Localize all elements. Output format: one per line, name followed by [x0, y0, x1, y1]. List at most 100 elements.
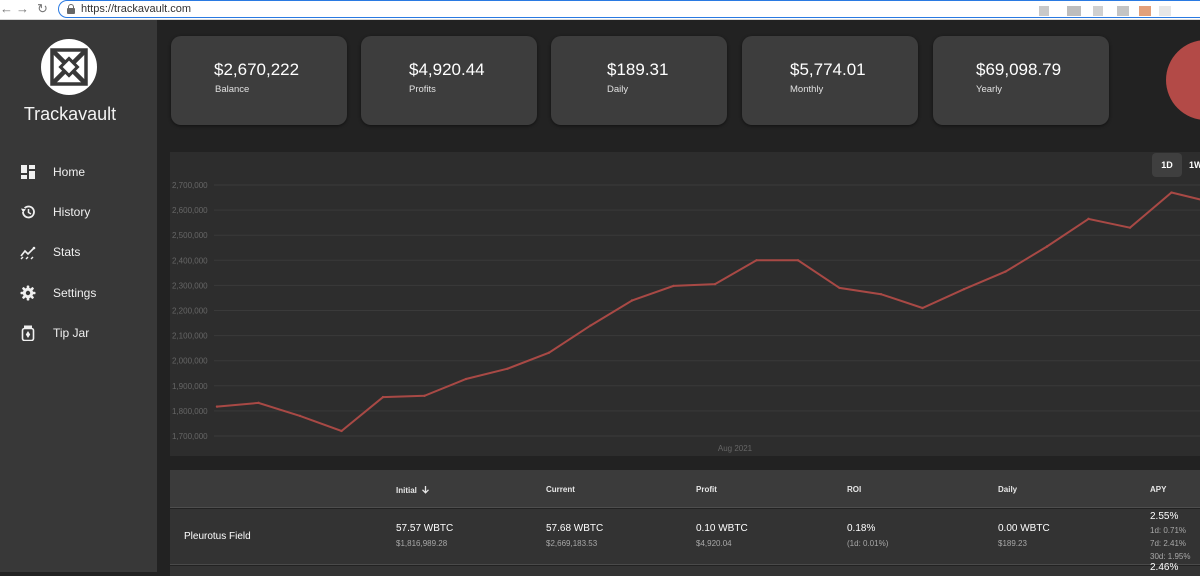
data-point	[298, 414, 302, 418]
y-tick-label: 2,000,000	[172, 357, 208, 366]
data-point	[921, 306, 924, 310]
card-label: Daily	[607, 84, 629, 95]
apy-value: 2.55%	[1150, 511, 1179, 522]
y-tick-label: 2,500,000	[172, 231, 208, 240]
sort-down-icon	[422, 486, 430, 494]
yearly-card: $69,098.79 Yearly	[933, 36, 1109, 125]
sidebar: Trackavault Home History Stats	[0, 20, 157, 572]
profile-avatar[interactable]	[1166, 40, 1200, 120]
card-label: Monthly	[790, 84, 824, 95]
extension-icon[interactable]	[1039, 6, 1049, 16]
sidebar-item-label: History	[53, 205, 91, 219]
data-point	[1004, 270, 1007, 273]
trackavault-logo-icon	[41, 39, 97, 95]
sidebar-item-label: Home	[53, 165, 86, 179]
data-point	[215, 405, 219, 408]
extension-icon[interactable]	[1139, 6, 1151, 16]
card-label: Profits	[409, 84, 436, 95]
table-row[interactable]: Pleurotus Field 57.57 WBTC $1,816,989.28…	[170, 509, 1200, 565]
chart-panel	[170, 152, 1200, 456]
vault-name: Pleurotus Field	[184, 531, 251, 542]
roi-value: 0.18%	[847, 523, 876, 534]
data-point	[1170, 191, 1173, 194]
sidebar-item-history[interactable]: History	[0, 197, 157, 227]
data-point	[381, 395, 385, 399]
forward-button[interactable]: →	[16, 1, 29, 16]
initial-usd: $1,816,989.28	[396, 539, 448, 548]
data-point	[672, 284, 675, 288]
sidebar-item-tip-jar[interactable]: Tip Jar	[0, 318, 157, 348]
daily-column-header[interactable]: Daily	[998, 485, 1018, 494]
y-tick-label: 2,100,000	[172, 332, 208, 341]
card-value: $69,098.79	[976, 60, 1062, 79]
profits-card: $4,920.44 Profits	[361, 36, 537, 125]
balance-line-chart: 2,700,000 2,600,000 2,500,000 2,400,000 2,30…	[172, 181, 1200, 453]
reload-button[interactable]: ↻	[37, 1, 48, 16]
y-tick-label: 1,900,000	[172, 382, 208, 391]
card-value: $189.31	[607, 60, 669, 79]
y-tick-label: 2,300,000	[172, 281, 208, 290]
initial-column-header[interactable]: Initial	[396, 485, 430, 495]
range-button-1d[interactable]: 1D	[1152, 153, 1182, 177]
data-point	[257, 401, 260, 405]
apy-1d: 1d: 0.71%	[1150, 526, 1187, 535]
sidebar-item-settings[interactable]: Settings	[0, 278, 157, 308]
data-point	[340, 429, 343, 433]
y-tick-label: 2,600,000	[172, 206, 208, 215]
y-tick-label: 2,200,000	[172, 307, 208, 316]
extension-icon[interactable]	[1067, 6, 1081, 16]
sidebar-item-label: Tip Jar	[53, 326, 90, 340]
range-button-1w[interactable]: 1W	[1189, 160, 1200, 170]
url-text[interactable]: https://trackavault.com	[81, 3, 192, 15]
sidebar-item-stats[interactable]: Stats	[0, 237, 157, 267]
card-label: Yearly	[976, 84, 1003, 95]
profit-usd: $4,920.04	[696, 539, 732, 548]
roi-column-header[interactable]: ROI	[847, 485, 862, 494]
card-value: $5,774.01	[790, 60, 866, 79]
extension-icon[interactable]	[1117, 6, 1129, 16]
card-label: Balance	[215, 84, 250, 95]
apy-column-header[interactable]: APY	[1150, 485, 1167, 494]
balance-card: $2,670,222 Balance	[171, 36, 347, 125]
data-point	[1087, 217, 1090, 221]
data-point	[755, 259, 758, 262]
profit-column-header[interactable]: Profit	[696, 485, 717, 494]
brand-name: Trackavault	[23, 104, 117, 124]
data-point	[838, 286, 841, 290]
data-point	[1128, 226, 1132, 229]
data-point	[796, 259, 800, 262]
series-line	[216, 191, 1200, 433]
browser-toolbar: ← → ↻ https://trackavault.com	[0, 0, 1200, 20]
apy-value: 2.46%	[1150, 562, 1179, 573]
data-point	[962, 287, 966, 291]
roi-1d: (1d: 0.01%)	[847, 539, 889, 548]
data-point	[1045, 245, 1049, 248]
y-tick-label: 1,800,000	[172, 407, 208, 416]
apy-7d: 7d: 2.41%	[1150, 539, 1187, 548]
extension-icon[interactable]	[1159, 6, 1171, 16]
current-column-header[interactable]: Current	[546, 485, 575, 494]
x-axis-label: Aug 2021	[718, 444, 753, 453]
initial-value: 57.57 WBTC	[396, 523, 454, 534]
vault-table-header: Initial Current Profit ROI Daily APY	[170, 470, 1200, 508]
table-row[interactable]: 2.46%	[170, 562, 1200, 576]
y-tick-label: 1,700,000	[172, 432, 208, 441]
card-value: $2,670,222	[214, 60, 300, 79]
current-value: 57.68 WBTC	[546, 523, 604, 534]
back-button[interactable]: ←	[0, 1, 13, 16]
stats-icon	[20, 246, 36, 260]
dashboard-icon	[21, 165, 35, 179]
lock-icon	[67, 4, 75, 14]
data-point	[713, 282, 717, 286]
sidebar-item-label: Stats	[53, 245, 81, 259]
current-usd: $2,669,183.53	[546, 539, 598, 548]
extension-icon[interactable]	[1093, 6, 1103, 16]
data-point	[589, 324, 592, 327]
history-icon	[21, 205, 35, 219]
daily-value: 0.00 WBTC	[998, 523, 1050, 534]
data-point	[630, 299, 634, 302]
daily-card: $189.31 Daily	[551, 36, 727, 125]
address-bar[interactable]: https://trackavault.com	[58, 0, 1200, 18]
monthly-card: $5,774.01 Monthly	[742, 36, 918, 125]
sidebar-item-home[interactable]: Home	[0, 157, 157, 187]
